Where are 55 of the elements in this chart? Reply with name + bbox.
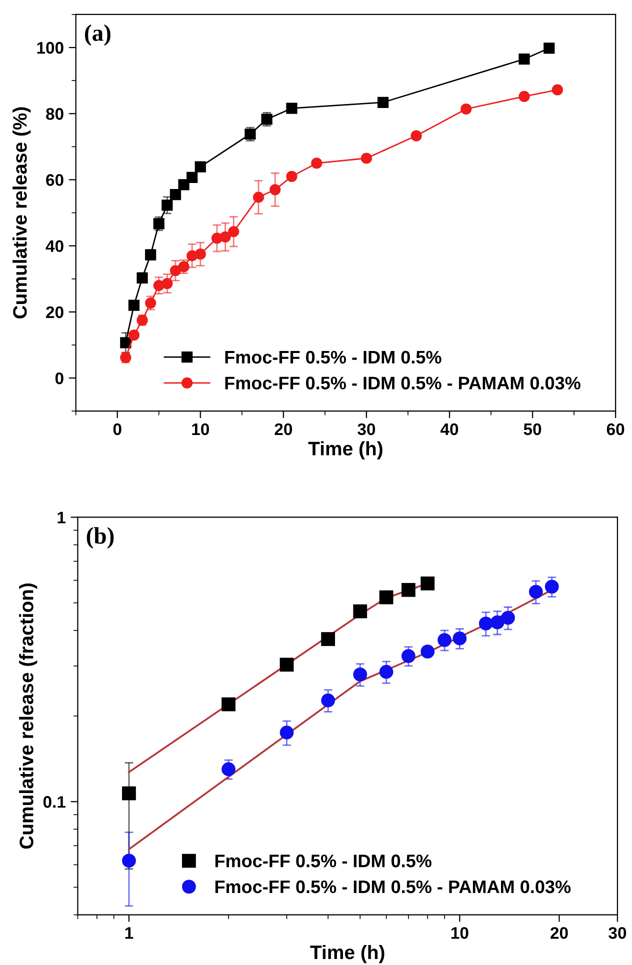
- y-tick-label: 100: [37, 42, 64, 54]
- point: [552, 84, 563, 96]
- point: [170, 189, 182, 200]
- point: [270, 184, 281, 196]
- y-tick-label: 0.1: [43, 796, 66, 808]
- y-tick-label: 0: [55, 372, 64, 384]
- point: [194, 248, 206, 260]
- point: [286, 102, 298, 114]
- x-tick-label: 20: [274, 423, 292, 436]
- y-axis-title: Cumulative release (fraction): [19, 584, 38, 849]
- x-tick-label: 40: [440, 423, 458, 436]
- point: [311, 158, 322, 169]
- point: [120, 337, 132, 348]
- y-tick-label: 20: [46, 306, 64, 318]
- x-tick-label: 10: [451, 927, 468, 939]
- point: [286, 170, 298, 182]
- point: [128, 300, 140, 311]
- point: [194, 161, 206, 172]
- legend-label: Fmoc-FF 0.5% - IDM 0.5% - PAMAM 0.03%: [225, 376, 580, 390]
- point: [186, 172, 198, 183]
- x-tick-label: 20: [550, 927, 568, 939]
- annotation: (b): [86, 527, 114, 549]
- point: [170, 265, 182, 276]
- point: [518, 54, 530, 65]
- x-tick-label: 30: [608, 927, 626, 939]
- y-tick-label: 1: [58, 512, 66, 524]
- legend-label: Fmoc-FF 0.5% - IDM 0.5%: [215, 854, 432, 868]
- point: [410, 130, 422, 142]
- legend-label: Fmoc-FF 0.5% - IDM 0.5% - PAMAM 0.03%: [215, 880, 571, 894]
- point: [162, 278, 173, 290]
- point: [228, 226, 240, 238]
- point: [360, 152, 372, 164]
- x-axis-title: Time (h): [310, 944, 384, 964]
- x-tick-label: 30: [358, 423, 376, 436]
- point: [518, 90, 530, 102]
- point: [544, 42, 555, 54]
- annotation: (a): [84, 24, 110, 46]
- point: [128, 330, 140, 341]
- x-tick-label: 0: [113, 423, 122, 436]
- legend-label: Fmoc-FF 0.5% - IDM 0.5%: [225, 350, 442, 364]
- point: [220, 231, 231, 242]
- x-axis-title: Time (h): [308, 441, 382, 460]
- x-tick-label: 1: [125, 927, 134, 939]
- x-tick-label: 60: [606, 423, 624, 436]
- point: [252, 192, 264, 203]
- point: [178, 179, 190, 190]
- point: [460, 103, 472, 115]
- x-tick-label: 50: [524, 423, 542, 436]
- point: [378, 96, 389, 108]
- y-tick-label: 40: [46, 240, 64, 252]
- y-tick-label: 60: [46, 174, 64, 186]
- x-tick-label: 10: [192, 423, 209, 436]
- y-axis-title: Cumulative release (%): [12, 107, 31, 318]
- point: [162, 200, 173, 211]
- y-tick-label: 80: [46, 108, 64, 120]
